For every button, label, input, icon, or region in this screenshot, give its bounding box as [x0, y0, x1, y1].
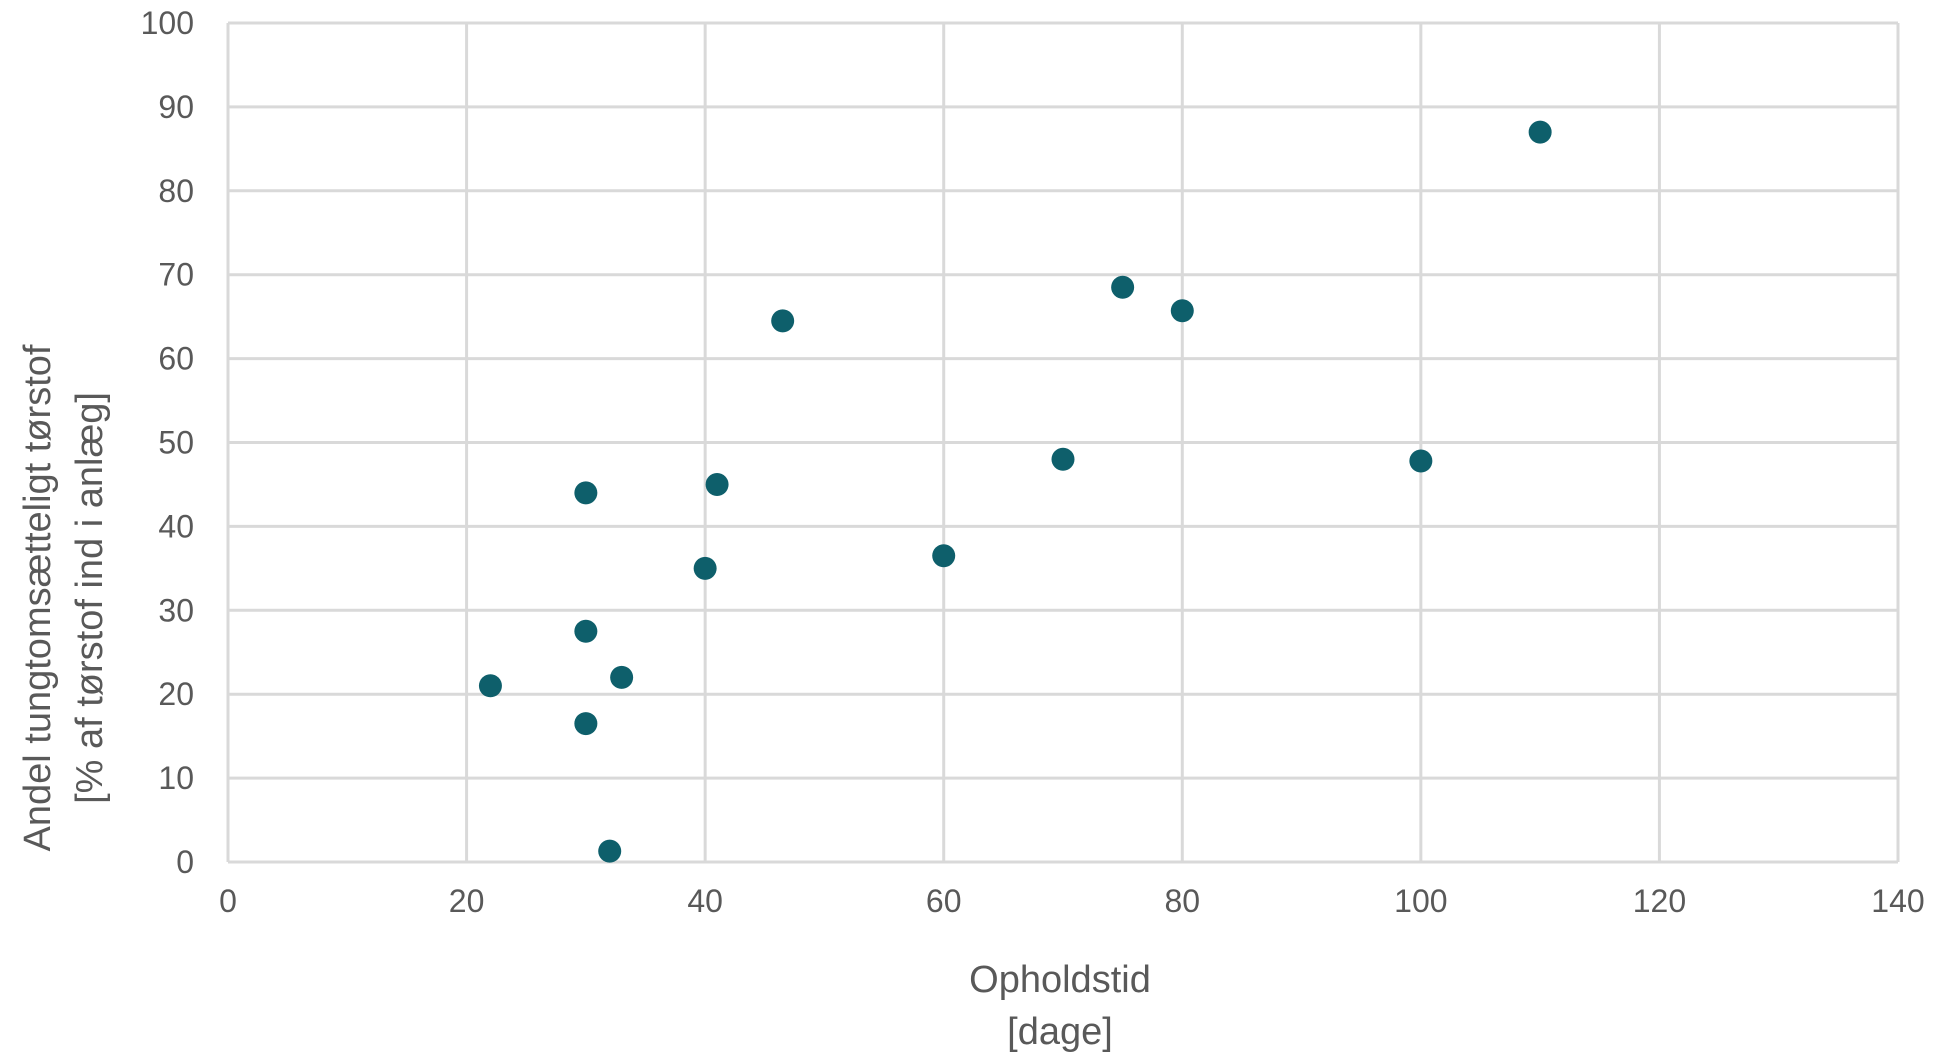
data-points: [478, 120, 1552, 863]
data-point: [693, 556, 717, 580]
data-point: [1111, 275, 1135, 299]
x-tick-label: 20: [449, 883, 485, 919]
y-axis-title: Andel tungtomsætteligt tørstof: [17, 344, 59, 851]
data-point: [1051, 447, 1075, 471]
x-tick-label: 40: [687, 883, 723, 919]
data-point: [610, 665, 634, 689]
data-point: [574, 481, 598, 505]
data-point: [932, 544, 956, 568]
y-tick-label: 30: [158, 592, 194, 628]
data-point: [771, 309, 795, 333]
x-tick-label: 140: [1871, 883, 1924, 919]
data-point: [478, 674, 502, 698]
data-point: [598, 839, 622, 863]
data-point: [705, 472, 729, 496]
x-tick-label: 60: [926, 883, 962, 919]
x-tick-label: 0: [219, 883, 237, 919]
x-axis-unit: [dage]: [1007, 1011, 1113, 1053]
y-tick-label: 20: [158, 676, 194, 712]
y-tick-label: 60: [158, 341, 194, 377]
x-tick-label: 80: [1164, 883, 1200, 919]
x-axis-tick-labels: 0 20 40 60 80 100 120 140: [219, 883, 1925, 919]
y-axis-unit: [% af tørstof ind i anlæg]: [69, 392, 111, 804]
y-tick-label: 0: [176, 844, 194, 880]
grid-lines: [226, 21, 1900, 864]
y-tick-label: 90: [158, 89, 194, 125]
x-axis-title: Opholdstid: [969, 959, 1151, 1001]
data-point: [1170, 299, 1194, 323]
data-point: [574, 712, 598, 736]
x-tick-label: 120: [1633, 883, 1686, 919]
y-tick-label: 40: [158, 508, 194, 544]
y-tick-label: 100: [141, 5, 194, 41]
data-point: [1409, 449, 1433, 473]
data-point: [574, 619, 598, 643]
y-axis-tick-labels: 0 10 20 30 40 50 60 70 80 90 100: [141, 5, 194, 880]
y-tick-label: 80: [158, 173, 194, 209]
x-tick-label: 100: [1394, 883, 1447, 919]
y-tick-label: 50: [158, 425, 194, 461]
y-tick-label: 10: [158, 760, 194, 796]
y-tick-label: 70: [158, 257, 194, 293]
data-point: [1528, 120, 1552, 144]
